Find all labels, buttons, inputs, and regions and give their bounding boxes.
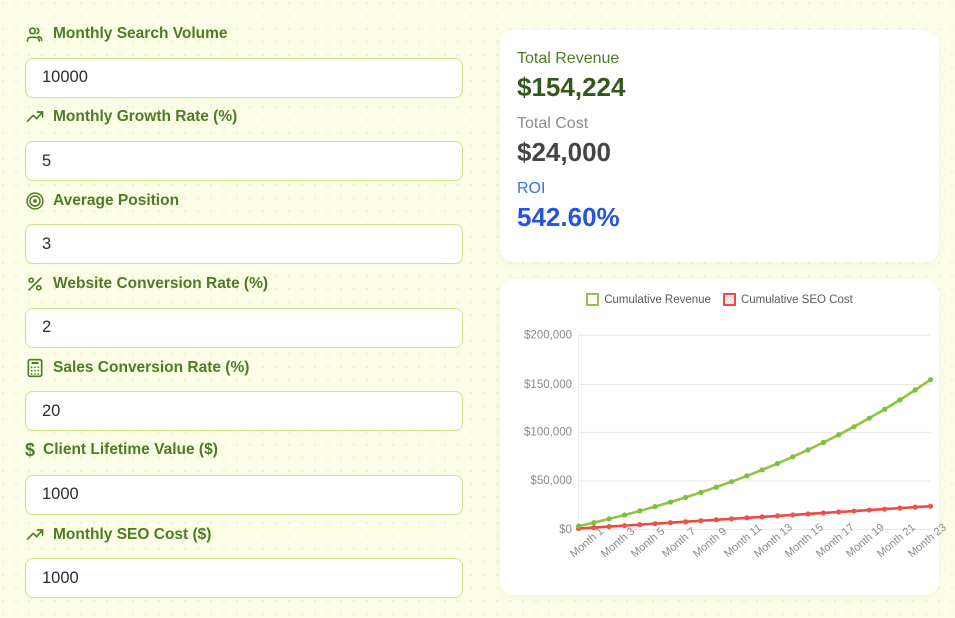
svg-text:$200,000: $200,000 xyxy=(524,330,572,342)
svg-text:$0: $0 xyxy=(559,524,572,536)
svg-text:$150,000: $150,000 xyxy=(524,379,572,391)
svg-text:$50,000: $50,000 xyxy=(530,475,572,487)
svg-text:$100,000: $100,000 xyxy=(524,427,572,439)
